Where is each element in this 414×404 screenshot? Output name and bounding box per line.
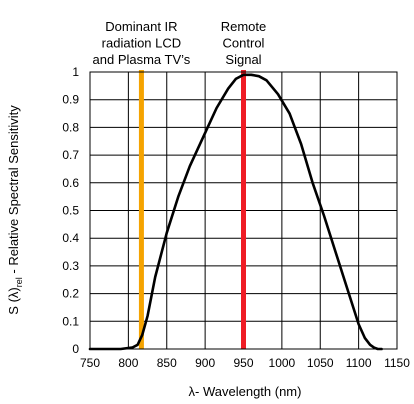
- x-tick-label-4: 950: [233, 356, 253, 370]
- marker-annotation-0-line-0: Dominant IR: [105, 19, 177, 34]
- y-axis-label: S (λ)rel - Relative Spectral Sensitivity: [6, 105, 24, 315]
- y-tick-label-8: 0.8: [62, 120, 79, 134]
- marker-lines: [138, 70, 246, 349]
- y-tick-label-1: 0.1: [62, 314, 79, 328]
- marker-annotation-1-line-0: Remote: [221, 19, 267, 34]
- series-group: [88, 73, 383, 351]
- x-tick-label-3: 900: [195, 356, 215, 370]
- x-tick-labels: 750 800 850 900 950 1000 1050 1100 1150: [80, 356, 410, 370]
- y-tick-label-5: 0.5: [62, 204, 79, 218]
- marker-annotation-0-line-2: and Plasma TV’s: [93, 52, 191, 67]
- x-tick-label-2: 850: [157, 356, 177, 370]
- y-tick-label-10: 1: [72, 65, 79, 79]
- x-tick-label-5: 1000: [269, 356, 296, 370]
- y-axis-label-prefix: S (λ): [6, 287, 21, 314]
- x-tick-label-1: 800: [118, 356, 138, 370]
- series-line-0: [88, 73, 383, 351]
- marker-annotation-1-line-1: Control: [223, 36, 265, 51]
- marker-annotation-0-line-1: radiation LCD: [102, 36, 182, 51]
- y-tick-label-2: 0.2: [62, 287, 79, 301]
- x-axis-label: λ- Wavelength (nm): [189, 384, 302, 399]
- y-tick-label-7: 0.7: [62, 148, 79, 162]
- x-tick-label-7: 1100: [346, 356, 372, 370]
- marker-annotation-1-line-2: Signal: [225, 52, 261, 67]
- y-tick-labels: 0 0.1 0.2 0.3 0.4 0.5 0.6 0.7 0.8 0.9 1: [62, 65, 79, 356]
- y-tick-label-4: 0.4: [62, 231, 79, 245]
- y-tick-label-0: 0: [72, 342, 79, 356]
- x-tick-label-0: 750: [80, 356, 100, 370]
- y-tick-label-9: 0.9: [62, 93, 79, 107]
- x-tick-label-6: 1050: [307, 356, 334, 370]
- plot-frame: [89, 71, 398, 350]
- y-tick-label-6: 0.6: [62, 176, 79, 190]
- y-tick-label-3: 0.3: [62, 259, 79, 273]
- y-axis-label-subscript: rel: [14, 277, 24, 287]
- x-tick-label-8: 1150: [384, 356, 410, 370]
- y-axis-label-suffix: - Relative Spectral Sensitivity: [6, 105, 21, 277]
